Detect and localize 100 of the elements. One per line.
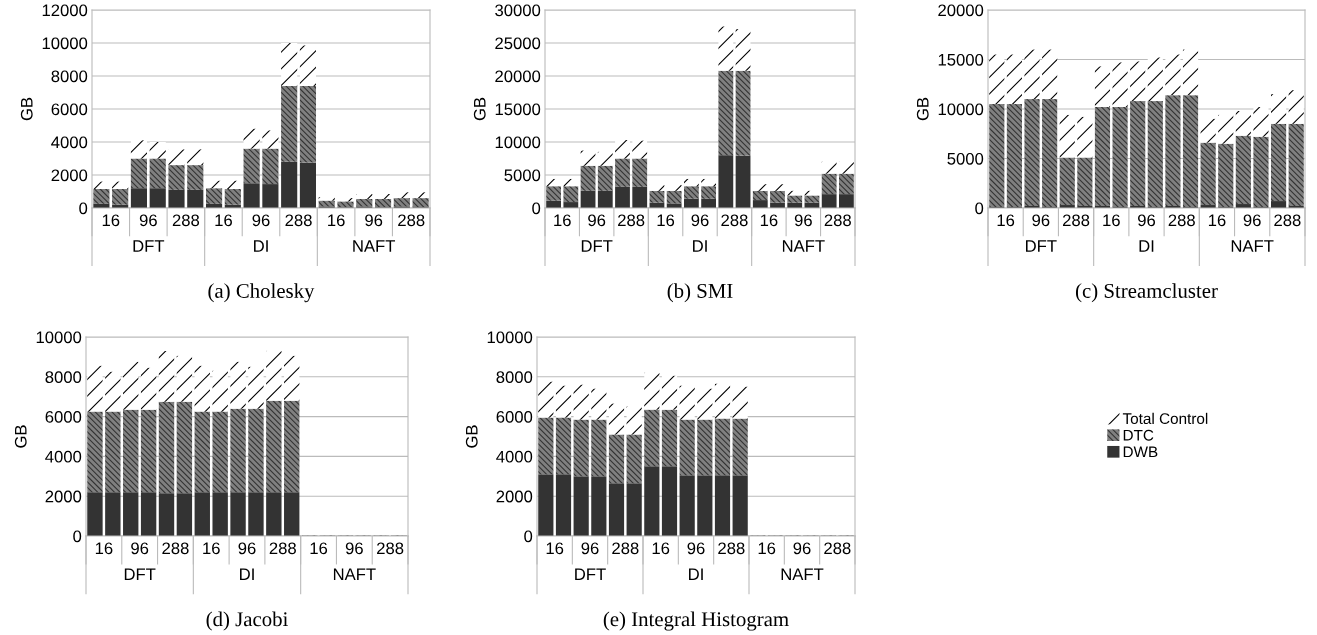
text: (d) Jacobi — [206, 611, 288, 631]
text: DI — [1139, 240, 1154, 252]
text: DFT — [581, 240, 613, 252]
y-tick-label: 6000 — [51, 103, 88, 116]
y-tick-label: 10000 — [487, 331, 533, 344]
y-tick-label: 4000 — [45, 450, 82, 463]
y-axis-title: GB — [916, 97, 929, 121]
x-tick-label: 288 — [824, 542, 851, 555]
x-tick-label: 16 — [554, 214, 571, 227]
y-tick-label: 6000 — [45, 411, 82, 423]
y-tick-label: 25000 — [495, 37, 541, 50]
text: DFT — [1026, 240, 1057, 252]
x-tick-label: 288 — [285, 214, 312, 227]
x-tick-label: 96 — [1032, 214, 1050, 227]
x-tick-label: 96 — [139, 214, 157, 227]
text: DFT — [124, 568, 156, 580]
y-tick-label: 12000 — [42, 4, 88, 17]
text: NAFT — [353, 240, 396, 252]
text: (b) SMI — [667, 283, 733, 303]
x-tick-label: 16 — [102, 214, 120, 227]
y-tick-label: 0 — [524, 530, 533, 543]
text: DI — [693, 240, 707, 252]
x-tick-label: 96 — [131, 542, 149, 555]
x-tick-label: 96 — [1138, 214, 1156, 227]
x-tick-label: 16 — [758, 542, 776, 555]
x-tick-label: 16 — [657, 214, 675, 227]
text: DFT — [133, 240, 165, 252]
x-tick-label: 96 — [238, 542, 256, 555]
y-tick-label: 10000 — [495, 136, 541, 149]
y-tick-label: 0 — [532, 202, 541, 215]
y-tick-label: 0 — [79, 202, 88, 215]
x-tick-label: 288 — [824, 214, 851, 227]
x-tick-label: 288 — [721, 214, 748, 227]
y-axis-title: GB — [465, 425, 478, 448]
x-tick-label: 288 — [1062, 214, 1090, 227]
y-tick-label: 2000 — [496, 490, 533, 503]
x-tick-label: 96 — [252, 214, 270, 227]
y-tick-label: 10000 — [938, 103, 984, 116]
text: NAFT — [782, 240, 825, 252]
x-tick-label: 96 — [345, 542, 363, 555]
x-tick-label: 288 — [398, 214, 425, 227]
y-tick-label: 5000 — [504, 169, 541, 182]
text: NAFT — [1231, 240, 1274, 252]
x-tick-label: 16 — [760, 214, 778, 227]
x-tick-label: 16 — [95, 542, 113, 555]
y-tick-label: 6000 — [496, 411, 533, 423]
x-tick-label: 288 — [162, 542, 189, 555]
x-tick-label: 288 — [1274, 214, 1301, 227]
x-tick-label: 16 — [215, 214, 232, 227]
y-axis-title: GB — [473, 97, 486, 121]
x-tick-label: 16 — [328, 214, 345, 227]
x-tick-label: 96 — [687, 542, 705, 555]
y-tick-label: 10000 — [36, 331, 82, 344]
y-tick-label: 30000 — [495, 4, 541, 17]
text: DI — [689, 568, 703, 580]
y-tick-label: 8000 — [496, 371, 533, 383]
x-tick-label: 96 — [793, 542, 811, 555]
x-tick-label: 288 — [377, 542, 404, 555]
x-tick-label: 96 — [581, 542, 599, 555]
text: (a) Cholesky — [208, 283, 315, 303]
x-tick-label: 96 — [365, 214, 383, 227]
y-tick-label: 8000 — [51, 70, 88, 83]
x-tick-label: 96 — [691, 214, 709, 227]
y-tick-label: 4000 — [496, 450, 533, 463]
y-axis-title: GB — [14, 425, 27, 448]
x-tick-label: 288 — [1168, 214, 1195, 227]
y-tick-label: 0 — [73, 530, 82, 543]
x-tick-label: 96 — [588, 214, 606, 227]
text: NAFT — [781, 568, 824, 580]
x-tick-label: 16 — [310, 542, 328, 555]
y-tick-label: 10000 — [42, 37, 88, 50]
text: DI — [240, 568, 254, 580]
y-tick-label: 20000 — [938, 4, 984, 17]
x-tick-label: 96 — [794, 214, 812, 227]
text: (e) Integral Histogram — [603, 611, 789, 631]
text: DFT — [575, 568, 606, 580]
x-tick-label: 288 — [612, 542, 639, 555]
x-tick-label: 288 — [269, 542, 296, 555]
x-tick-label: 16 — [652, 542, 670, 555]
x-tick-label: 16 — [203, 542, 220, 555]
x-tick-label: 16 — [997, 214, 1015, 227]
x-tick-label: 288 — [718, 542, 745, 555]
text: NAFT — [333, 568, 376, 580]
y-tick-label: 0 — [975, 202, 984, 215]
x-tick-label: 288 — [172, 214, 200, 227]
text: DI — [254, 240, 268, 252]
y-tick-label: 15000 — [495, 103, 541, 116]
y-tick-label: 4000 — [51, 136, 88, 149]
legend-label: DWB — [1123, 446, 1158, 458]
y-tick-label: 5000 — [947, 152, 984, 165]
y-axis-title: GB — [20, 97, 33, 121]
x-tick-label: 16 — [546, 542, 564, 555]
x-tick-label: 16 — [1208, 214, 1226, 227]
y-tick-label: 20000 — [495, 70, 541, 83]
legend-label: DTC — [1123, 429, 1154, 441]
x-tick-label: 288 — [618, 214, 645, 227]
x-tick-label: 96 — [1243, 214, 1261, 227]
text: (c) Streamcluster — [1075, 283, 1218, 303]
y-tick-label: 2000 — [51, 169, 88, 182]
y-tick-label: 8000 — [45, 371, 82, 383]
